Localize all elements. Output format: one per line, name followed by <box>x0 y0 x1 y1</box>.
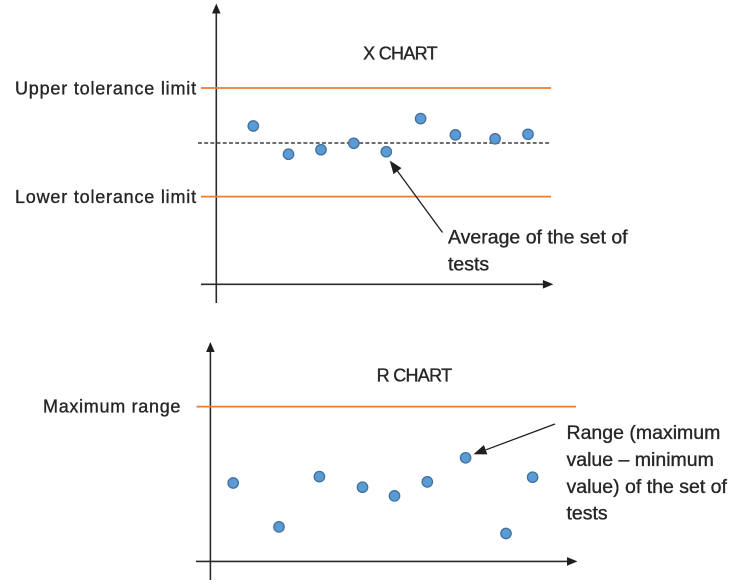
svg-text:R CHART: R CHART <box>377 366 452 386</box>
svg-text:Lower tolerance limit: Lower tolerance limit <box>15 187 197 207</box>
svg-text:Range (maximum: Range (maximum <box>567 422 721 444</box>
svg-text:Average of the set of: Average of the set of <box>448 227 628 249</box>
svg-text:tests: tests <box>448 254 489 276</box>
svg-text:X CHART: X CHART <box>363 44 437 64</box>
svg-text:tests: tests <box>567 503 608 525</box>
svg-text:Upper tolerance limit: Upper tolerance limit <box>15 79 197 99</box>
svg-text:value) of the set of: value) of the set of <box>567 476 728 498</box>
svg-text:Maximum range: Maximum range <box>43 397 181 417</box>
svg-text:value – minimum: value – minimum <box>567 449 714 471</box>
